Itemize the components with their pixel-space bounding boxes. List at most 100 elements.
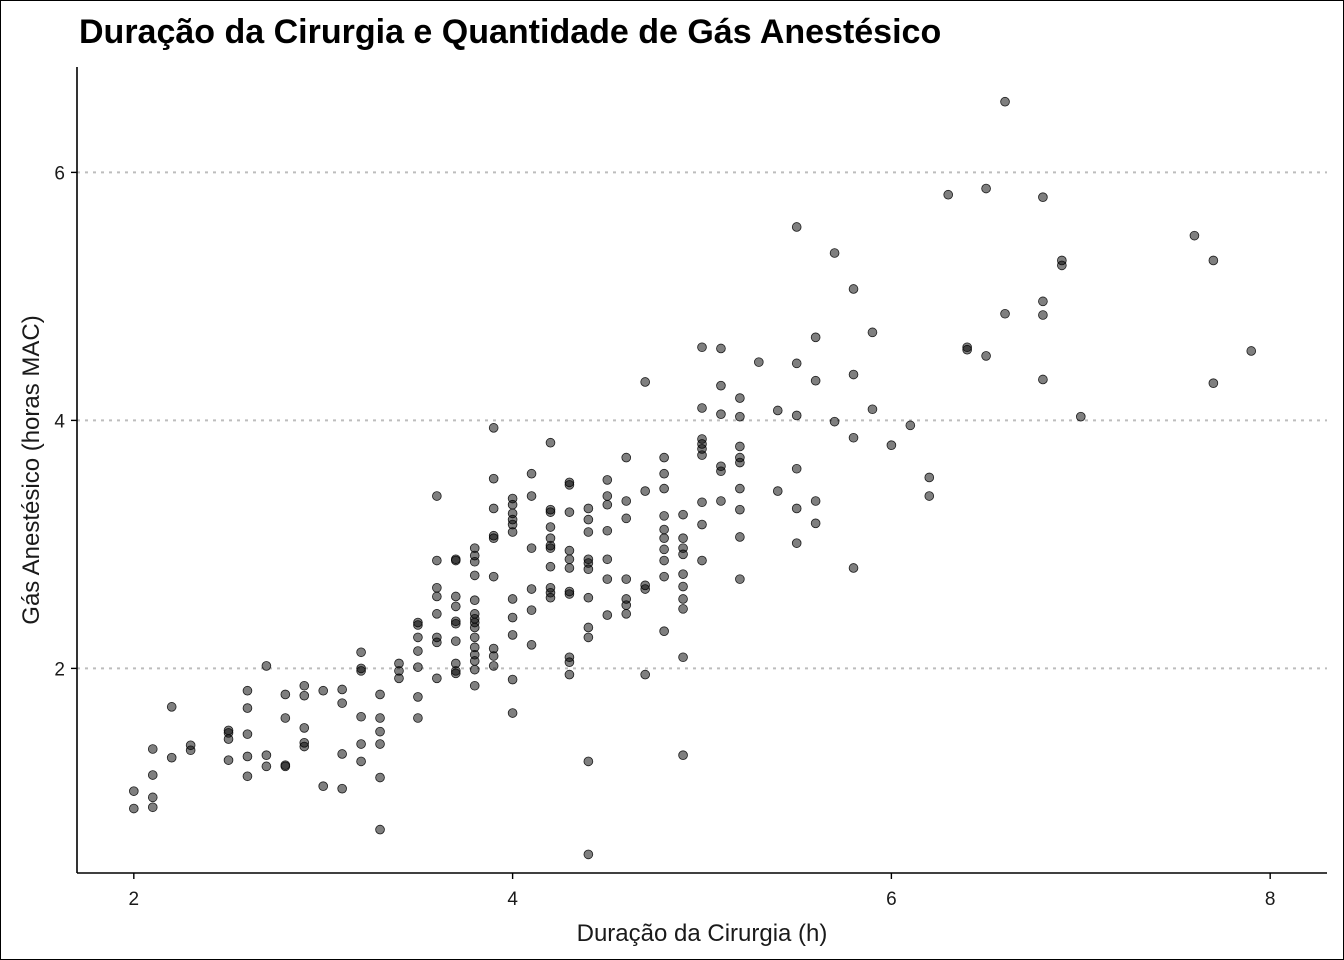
data-point [1189, 230, 1200, 241]
data-point [791, 410, 802, 421]
data-point [659, 571, 669, 582]
data-point [735, 441, 745, 452]
data-point [337, 698, 347, 708]
data-point [242, 729, 253, 739]
data-point [450, 636, 461, 646]
y-axis-ticks: 2 4 6 [54, 163, 77, 680]
data-point [564, 545, 575, 556]
data-point [375, 772, 385, 783]
data-point [507, 674, 518, 685]
data-point [129, 803, 139, 814]
data-point [602, 610, 613, 620]
data-point [602, 554, 613, 565]
data-point [242, 771, 253, 782]
data-point [716, 343, 726, 354]
data-point [640, 486, 650, 496]
data-point [810, 375, 821, 386]
data-point [678, 604, 688, 614]
data-point [583, 503, 594, 514]
data-point [129, 786, 139, 796]
data-point [867, 327, 878, 338]
data-point [432, 637, 442, 648]
data-point [147, 744, 158, 754]
y-tick-label: 4 [54, 411, 65, 432]
data-point [735, 574, 745, 584]
data-point [602, 574, 613, 584]
data-point [356, 666, 366, 676]
x-tick-label: 6 [886, 889, 897, 910]
data-point [469, 595, 480, 605]
data-point [432, 591, 442, 602]
data-point [545, 522, 556, 532]
data-point [886, 440, 897, 451]
data-point [848, 432, 859, 443]
data-point [318, 781, 329, 791]
data-point [829, 416, 840, 427]
data-point [659, 452, 669, 463]
data-point [602, 475, 613, 485]
data-point [507, 527, 518, 537]
data-point [602, 491, 613, 501]
data-point [450, 618, 461, 629]
data-point [621, 452, 632, 463]
data-point [678, 652, 688, 663]
data-point [432, 555, 442, 566]
data-point [450, 555, 461, 566]
data-point [621, 513, 632, 524]
data-point [678, 569, 688, 579]
data-point [1246, 346, 1257, 356]
x-tick-label: 8 [1265, 889, 1276, 910]
data-point [716, 409, 726, 420]
data-point [223, 755, 234, 765]
y-tick-label: 2 [54, 659, 65, 680]
data-point [413, 692, 423, 702]
data-point [564, 563, 575, 573]
data-point [564, 480, 575, 490]
data-point [564, 507, 575, 517]
data-point [583, 527, 594, 537]
data-point [413, 713, 423, 723]
data-point [697, 403, 707, 413]
data-point [583, 622, 594, 633]
data-point [678, 509, 688, 520]
data-point [848, 369, 859, 380]
y-axis-title: Gás Anestésico (horas MAC) [18, 315, 45, 624]
data-point [1038, 192, 1048, 203]
data-point [375, 689, 385, 700]
data-point [640, 377, 650, 387]
data-point [697, 497, 707, 508]
data-point [413, 620, 423, 630]
data-point [147, 770, 158, 780]
data-point [469, 656, 480, 666]
data-point [564, 669, 575, 680]
data-point [924, 491, 935, 501]
data-point [1208, 378, 1219, 389]
data-point [432, 491, 442, 501]
data-point [299, 741, 310, 752]
data-point [962, 344, 972, 355]
data-point [697, 450, 707, 460]
data-point [621, 609, 632, 619]
data-point [375, 713, 385, 723]
data-point [337, 749, 347, 759]
data-point [583, 632, 594, 643]
data-point [299, 723, 310, 733]
data-point [678, 533, 688, 543]
data-point [242, 751, 253, 762]
data-point [526, 491, 537, 501]
data-point [602, 525, 613, 536]
data-point [791, 358, 802, 369]
data-point [678, 581, 688, 592]
data-point [261, 661, 272, 671]
data-point [659, 626, 669, 636]
data-point [375, 726, 385, 737]
data-point [507, 594, 518, 604]
data-point [488, 651, 499, 661]
data-point [432, 609, 442, 619]
data-point [166, 752, 177, 763]
data-point [791, 503, 802, 514]
data-point [735, 532, 745, 542]
data-point [507, 708, 518, 718]
data-point [526, 584, 537, 594]
